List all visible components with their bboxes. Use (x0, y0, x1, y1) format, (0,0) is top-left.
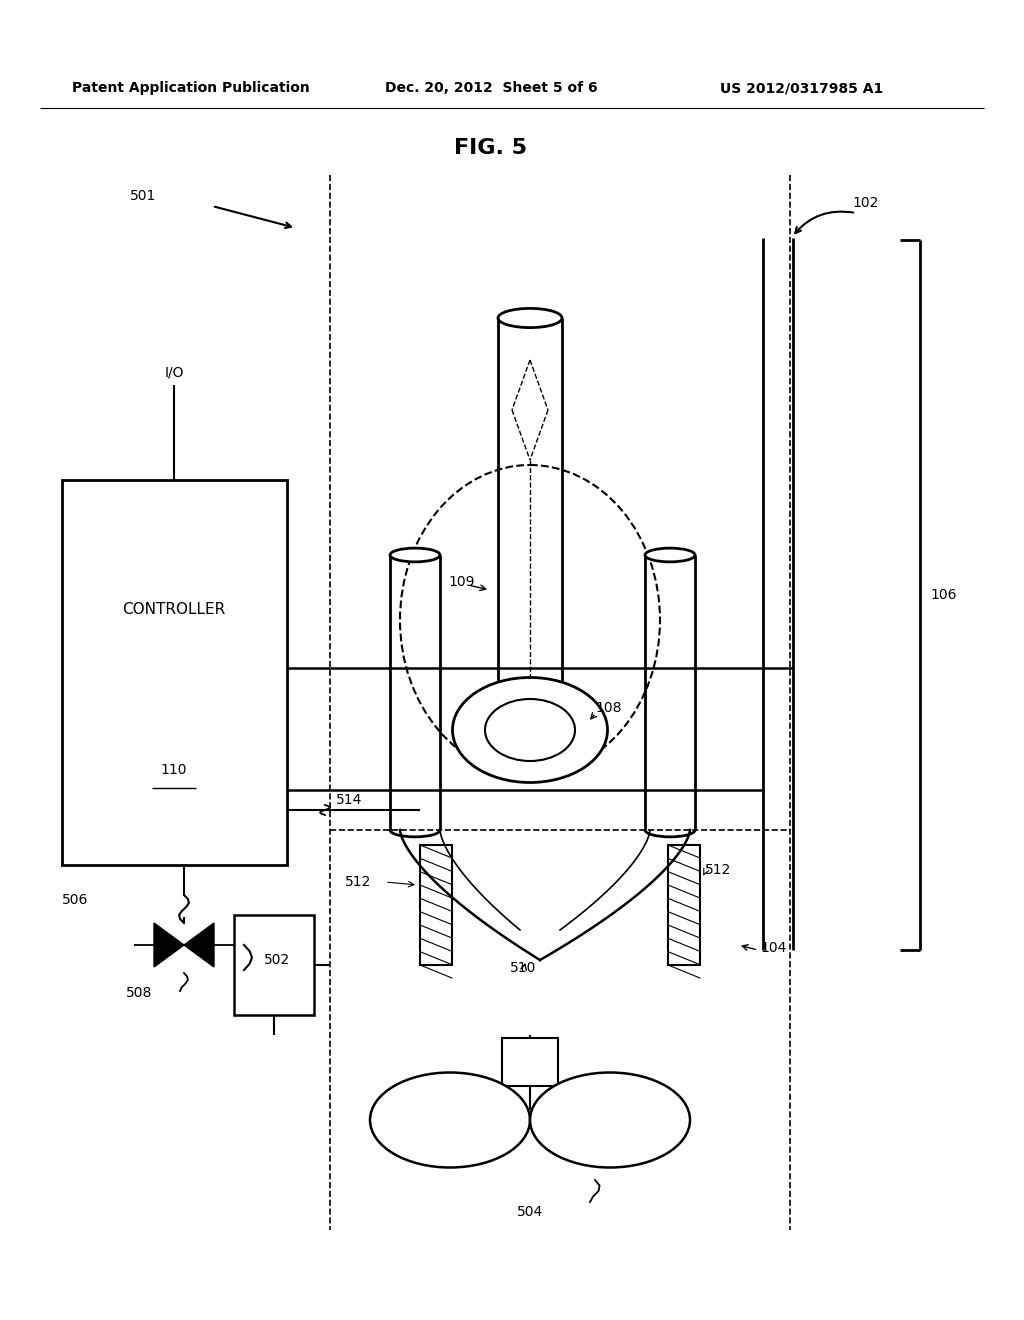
Text: 108: 108 (595, 701, 622, 715)
Text: 514: 514 (336, 793, 362, 807)
Bar (62, 480, 287, 865)
Text: 110: 110 (161, 763, 187, 777)
Text: 501: 501 (130, 189, 157, 203)
Polygon shape (184, 923, 214, 968)
Text: 506: 506 (62, 894, 88, 907)
Text: 512: 512 (705, 863, 731, 876)
Polygon shape (154, 923, 184, 968)
Ellipse shape (390, 548, 440, 562)
Ellipse shape (485, 700, 575, 762)
Text: 109: 109 (449, 576, 474, 589)
Ellipse shape (498, 309, 562, 327)
Bar (668, 845, 700, 965)
Ellipse shape (645, 548, 695, 562)
Bar (420, 845, 452, 965)
Bar (234, 915, 314, 1015)
Ellipse shape (453, 677, 607, 783)
Text: 502: 502 (264, 953, 290, 968)
Text: FIG. 5: FIG. 5 (454, 139, 526, 158)
Text: 512: 512 (345, 875, 372, 888)
Text: I/O: I/O (164, 366, 183, 380)
Text: Patent Application Publication: Patent Application Publication (72, 81, 309, 95)
Text: 508: 508 (126, 986, 153, 1001)
Text: 504: 504 (517, 1205, 543, 1218)
Text: 102: 102 (852, 195, 879, 210)
Text: 104: 104 (760, 941, 786, 954)
Text: US 2012/0317985 A1: US 2012/0317985 A1 (720, 81, 884, 95)
Ellipse shape (530, 1072, 690, 1167)
Text: 106: 106 (930, 587, 956, 602)
Text: 510: 510 (510, 961, 537, 975)
Ellipse shape (370, 1072, 530, 1167)
Bar (502, 1038, 558, 1086)
Text: Dec. 20, 2012  Sheet 5 of 6: Dec. 20, 2012 Sheet 5 of 6 (385, 81, 598, 95)
Text: CONTROLLER: CONTROLLER (123, 602, 225, 618)
